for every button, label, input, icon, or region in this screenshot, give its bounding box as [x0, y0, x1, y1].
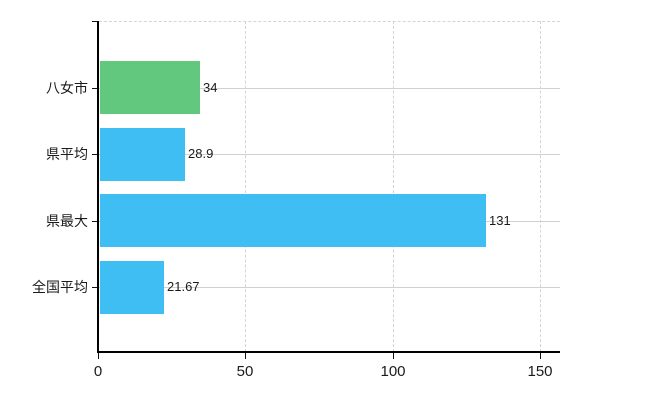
x-tick-label: 0 [93, 363, 103, 380]
y-gridline [99, 88, 560, 89]
x-axis-line [97, 351, 560, 353]
bar-2 [100, 128, 185, 181]
value-label: 28.9 [188, 146, 214, 161]
category-label: 全国平均 [32, 279, 88, 295]
y-axis-tick [92, 287, 98, 288]
x-gridline [393, 21, 394, 352]
category-label: 県平均 [46, 146, 88, 162]
x-tick-label: 100 [380, 363, 406, 380]
bar-3 [100, 194, 486, 247]
x-axis-tick [393, 353, 394, 359]
x-axis-tick [98, 353, 99, 359]
y-axis-tick [92, 88, 98, 89]
y-axis-line [97, 21, 99, 352]
x-axis-tick [245, 353, 246, 359]
x-gridline [540, 21, 541, 352]
value-label: 131 [489, 213, 511, 228]
y-axis-tick [92, 154, 98, 155]
category-label: 県最大 [46, 213, 88, 229]
x-gridline [245, 21, 246, 352]
bar-4 [100, 261, 164, 314]
bar-1 [100, 61, 200, 114]
x-axis-tick [540, 353, 541, 359]
x-tick-label: 50 [236, 363, 254, 380]
y-axis-tick [92, 221, 98, 222]
category-label: 八女市 [46, 80, 88, 96]
y-axis-tick [92, 21, 98, 22]
y-gridline [99, 154, 560, 155]
y-gridline [99, 287, 560, 288]
x-tick-label: 150 [527, 363, 553, 380]
plot-top-border [99, 21, 560, 22]
value-label: 34 [203, 80, 218, 95]
value-label: 21.67 [167, 279, 200, 294]
